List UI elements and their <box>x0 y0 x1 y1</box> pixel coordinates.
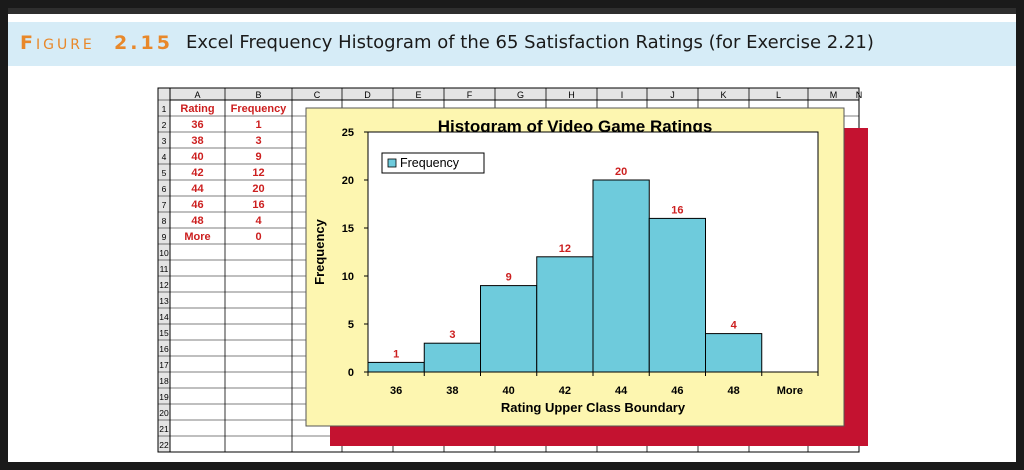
top-bar <box>8 8 1016 14</box>
x-tick-label: 38 <box>446 385 458 397</box>
x-tick-label: 44 <box>615 385 628 397</box>
row-header-10: 10 <box>159 248 169 258</box>
y-tick-label: 15 <box>342 223 354 235</box>
row-header-18: 18 <box>159 376 169 386</box>
row-header-3: 3 <box>162 136 167 146</box>
column-header-a: A <box>194 90 200 100</box>
row-header-2: 2 <box>162 120 167 130</box>
bar-40 <box>480 285 538 373</box>
cell-frequency: 9 <box>255 151 261 163</box>
cell-frequency: 16 <box>252 199 264 211</box>
row-header-21: 21 <box>159 424 169 434</box>
column-header-l: L <box>776 90 781 100</box>
column-header-d: D <box>364 90 371 100</box>
figure-header: FIGURE 2.15 Excel Frequency Histogram of… <box>8 22 1016 66</box>
data-label-40: 9 <box>506 272 512 284</box>
row-header-12: 12 <box>159 280 169 290</box>
row-header-17: 17 <box>159 360 169 370</box>
row-header-4: 4 <box>162 152 167 162</box>
column-header-i: I <box>621 90 624 100</box>
row-header-13: 13 <box>159 296 169 306</box>
spreadsheet-figure: A B C D E F G H I J K L M N12345678910111213141516171… <box>157 87 868 453</box>
x-tick-label: 40 <box>503 385 515 397</box>
bar-38 <box>423 342 481 373</box>
legend <box>381 152 485 174</box>
column-header-c: C <box>314 90 321 100</box>
figure-label-word: IGURE <box>35 37 95 53</box>
figure-label: FIGURE 2.15 <box>20 32 173 54</box>
cell-frequency: 4 <box>255 215 262 227</box>
cell-frequency: 0 <box>255 231 261 243</box>
row-header-7: 7 <box>162 200 167 210</box>
column-header-f: F <box>467 90 473 100</box>
row-header-11: 11 <box>160 264 169 274</box>
cell-rating: More <box>184 231 210 243</box>
column-header-g: G <box>517 90 524 100</box>
data-label-48: 4 <box>731 320 738 332</box>
bar-46 <box>648 217 706 373</box>
cell-frequency: 20 <box>252 183 264 195</box>
row-header-8: 8 <box>162 216 167 226</box>
bar-48 <box>705 333 763 373</box>
data-label-38: 3 <box>449 329 455 341</box>
column-header-h: H <box>568 90 575 100</box>
x-tick-label: 36 <box>390 385 402 397</box>
row-header-20: 20 <box>159 408 169 418</box>
row-header-6: 6 <box>162 184 167 194</box>
data-label-42: 12 <box>559 243 571 255</box>
bar-44 <box>592 179 650 373</box>
figure-caption: Excel Frequency Histogram of the 65 Sati… <box>186 32 874 53</box>
chart-title: Histogram of Video Game Ratings <box>438 117 713 136</box>
legend-swatch <box>387 158 397 168</box>
data-label-36: 1 <box>393 348 399 360</box>
data-label-46: 16 <box>671 204 683 216</box>
cell-header-rating: Rating <box>180 103 214 115</box>
y-axis-label: Frequency <box>312 218 327 285</box>
cell-frequency: 1 <box>255 119 261 131</box>
x-axis-label: Rating Upper Class Boundary <box>501 400 686 415</box>
cell-rating: 42 <box>191 167 203 179</box>
x-tick-label: 42 <box>559 385 571 397</box>
row-header-15: 15 <box>159 328 169 338</box>
y-tick-label: 25 <box>342 127 354 139</box>
column-header-j: J <box>670 90 675 100</box>
figure-label-initial: F <box>20 32 36 54</box>
cell-rating: 46 <box>191 199 203 211</box>
cell-rating: 48 <box>191 215 203 227</box>
column-header-n: N <box>856 90 863 100</box>
row-header-16: 16 <box>159 344 169 354</box>
y-tick-label: 20 <box>342 175 354 187</box>
row-header-5: 5 <box>162 168 167 178</box>
x-tick-label: 46 <box>671 385 683 397</box>
row-header-9: 9 <box>162 232 167 242</box>
data-label-44: 20 <box>615 166 627 178</box>
y-tick-label: 0 <box>348 367 354 379</box>
y-tick-label: 5 <box>348 319 354 331</box>
cell-header-frequency: Frequency <box>231 103 288 115</box>
cell-rating: 36 <box>191 119 203 131</box>
cell-frequency: 3 <box>255 135 261 147</box>
cell-rating: 44 <box>191 183 204 195</box>
figure-number: 2.15 <box>114 32 173 54</box>
column-header-e: E <box>415 90 421 100</box>
cell-rating: 40 <box>191 151 203 163</box>
cell-rating: 38 <box>191 135 203 147</box>
column-header-bar <box>157 87 860 101</box>
bar-36 <box>367 361 425 373</box>
row-header-14: 14 <box>159 312 169 322</box>
y-tick-label: 10 <box>342 271 354 283</box>
row-header-22: 22 <box>159 440 169 450</box>
row-header-1: 1 <box>162 104 167 114</box>
column-header-k: K <box>720 90 726 100</box>
bar-42 <box>536 256 594 373</box>
row-header-19: 19 <box>159 392 169 402</box>
legend-label: Frequency <box>400 156 460 170</box>
cell-frequency: 12 <box>252 167 264 179</box>
column-header-m: M <box>830 90 838 100</box>
x-tick-label: 48 <box>728 385 740 397</box>
column-header-b: B <box>255 90 261 100</box>
page: FIGURE 2.15 Excel Frequency Histogram of… <box>8 8 1016 462</box>
x-tick-label: More <box>777 385 803 397</box>
